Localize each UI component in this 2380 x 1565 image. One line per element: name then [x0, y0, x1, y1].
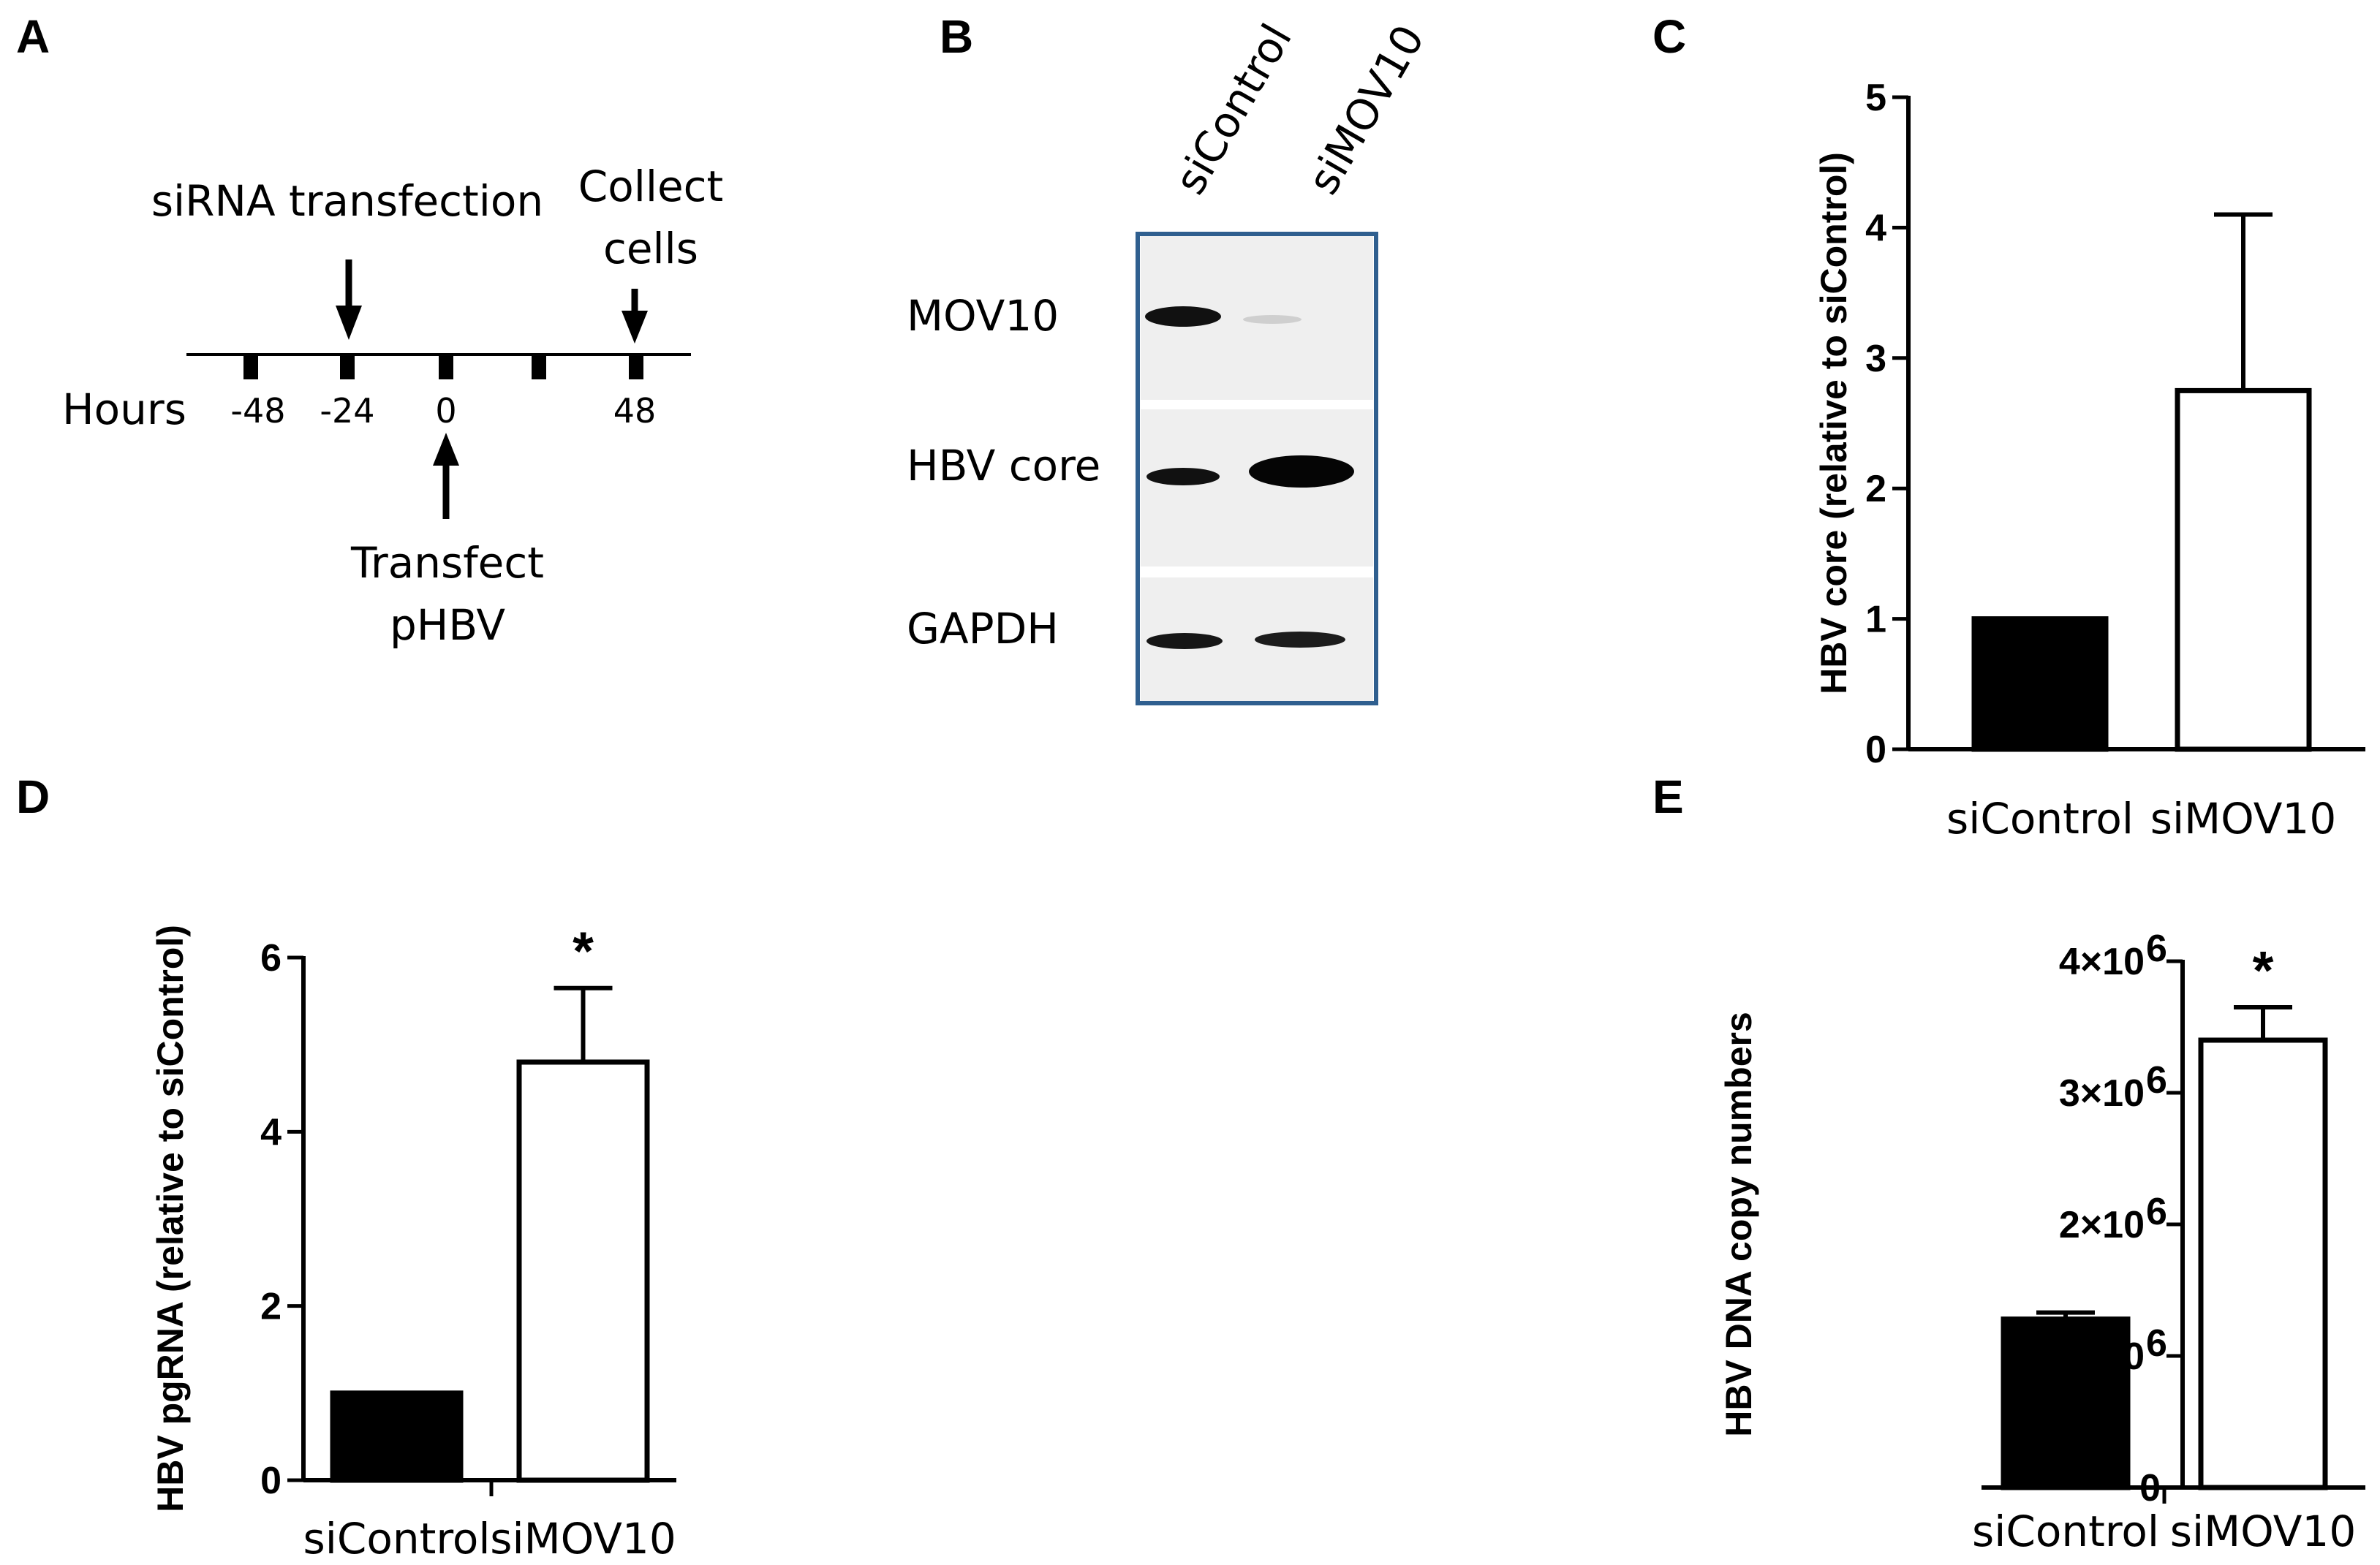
band-hbv-core-sicontrol	[1146, 468, 1220, 485]
chart-e-ytick-exponent: 6	[2146, 928, 2167, 970]
panel-label-d: D	[16, 770, 50, 823]
timeline-tick-5	[629, 356, 643, 379]
timeline-tick-2	[340, 356, 355, 379]
transfect-label-2: pHBV	[390, 600, 505, 650]
chart-d-ytick-label: 2	[260, 1286, 282, 1328]
chart-c-category-label-sicontrol: siControl	[1946, 794, 2134, 844]
collect-cells-label-2: cells	[603, 224, 698, 273]
timeline-tick-label-1: -48	[230, 391, 285, 431]
panel-label-b: B	[940, 10, 973, 63]
chart-e-bar-simov10	[2198, 1037, 2328, 1490]
transfect-arrow-icon	[433, 433, 459, 466]
blot-row-label-hbv-core: HBV core	[907, 441, 1100, 490]
band-hbv-core-simov10	[1249, 455, 1354, 488]
chart-c-y-axis-title: HBV core (relative to siControl)	[1813, 152, 1854, 694]
chart-e-bar-sicontrol	[2001, 1316, 2131, 1490]
blot-strip-hbv-core	[1141, 409, 1373, 566]
sirna-transfection-label: siRNA transfection	[151, 176, 543, 226]
chart-e-ytick-label: 4×10	[2059, 941, 2145, 983]
hours-label: Hours	[62, 384, 186, 434]
chart-d-ytick-label: 6	[260, 937, 282, 979]
transfect-label-1: Transfect	[350, 538, 544, 588]
chart-c-ytick-label: 4	[1865, 207, 1886, 249]
chart-d-ytick-label: 4	[260, 1111, 282, 1153]
blot-row-label-mov10: MOV10	[907, 291, 1059, 341]
chart-d-bar-sicontrol	[330, 1390, 464, 1483]
chart-c-ytick-label: 0	[1865, 729, 1886, 771]
panel-e: E 01×1062×1063×1064×106siControl*siMOV10…	[1652, 770, 2365, 1556]
chart-c-ytick-label: 5	[1865, 77, 1886, 119]
chart-e-ytick-exponent: 6	[2146, 1191, 2167, 1233]
panel-label-c: C	[1652, 10, 1686, 63]
panel-b: B siControl siMOV10 MOV10 HBV core GAPDH	[907, 10, 1434, 705]
band-gapdh-simov10	[1255, 632, 1345, 648]
collect-cells-label-1: Collect	[578, 162, 724, 211]
chart-e-significance-simov10: *	[2253, 940, 2274, 1001]
chart-d: 0 2 4 6 siControl * siMOV10 HBV pgRNA (relative…	[150, 921, 676, 1564]
timeline-tick-3	[439, 356, 453, 379]
chart-e-ytick-exponent: 6	[2146, 1059, 2167, 1102]
band-mov10-sicontrol	[1145, 306, 1221, 327]
chart-c-bar-simov10	[2175, 387, 2312, 752]
timeline-tick-label-2: -24	[320, 391, 374, 431]
panel-label-e: E	[1652, 770, 1684, 823]
sirna-arrow-icon	[336, 306, 362, 340]
chart-e: 01×1062×1063×1064×106siControl*siMOV10HB…	[1718, 928, 2365, 1556]
panel-c: C 0 1 2 3 4 5 siControl siMOV10 HBV core (relati…	[1652, 10, 2365, 844]
chart-d-y-axis-title: HBV pgRNA (relative to siControl)	[150, 925, 191, 1512]
chart-c-ytick-label: 1	[1865, 599, 1886, 641]
chart-e-ytick-label: 0	[2139, 1467, 2161, 1509]
lane-label-simov10: siMOV10	[1298, 17, 1434, 202]
blot-frame	[1136, 232, 1378, 705]
chart-d-bar-simov10	[516, 1059, 650, 1483]
chart-c-ytick-label: 3	[1865, 338, 1886, 380]
collect-arrow-icon	[622, 311, 648, 344]
timeline-tick-label-5: 48	[613, 391, 657, 431]
band-mov10-simov10	[1243, 315, 1302, 324]
timeline-tick-4	[532, 356, 546, 379]
chart-e-category-label-simov10: siMOV10	[2170, 1507, 2357, 1556]
timeline-tick-1	[243, 356, 258, 379]
panel-d: D 0 2 4 6 siControl * siMOV10 HBV pgRNA (relati…	[16, 770, 676, 1564]
chart-e-y-axis-title: HBV DNA copy numbers	[1718, 1012, 1759, 1437]
blot-image	[1136, 232, 1378, 705]
panel-a: A Hours -48 -24 0 48 siRNA transfection …	[16, 10, 723, 650]
chart-e-ytick-label: 3×10	[2059, 1072, 2145, 1115]
timeline-tick-label-3: 0	[435, 391, 456, 431]
chart-e-ytick-exponent: 6	[2146, 1322, 2167, 1365]
chart-c-bar-sicontrol	[1971, 616, 2109, 752]
lane-label-sicontrol: siControl	[1165, 15, 1302, 202]
chart-c: 0 1 2 3 4 5 siControl siMOV10 HBV core (relative…	[1813, 77, 2365, 844]
chart-d-ytick-label: 0	[260, 1460, 282, 1502]
chart-d-category-label-simov10: siMOV10	[490, 1514, 676, 1564]
chart-e-category-label-sicontrol: siControl	[1972, 1507, 2159, 1556]
blot-row-label-gapdh: GAPDH	[907, 604, 1059, 653]
chart-d-category-label-sicontrol: siControl	[303, 1514, 491, 1564]
chart-e-ytick-label: 2×10	[2059, 1204, 2145, 1246]
chart-c-ytick-label: 2	[1865, 468, 1886, 510]
chart-d-significance-simov10: *	[573, 921, 594, 982]
chart-c-category-label-simov10: siMOV10	[2150, 794, 2337, 844]
band-gapdh-sicontrol	[1146, 633, 1223, 649]
panel-label-a: A	[16, 10, 50, 63]
